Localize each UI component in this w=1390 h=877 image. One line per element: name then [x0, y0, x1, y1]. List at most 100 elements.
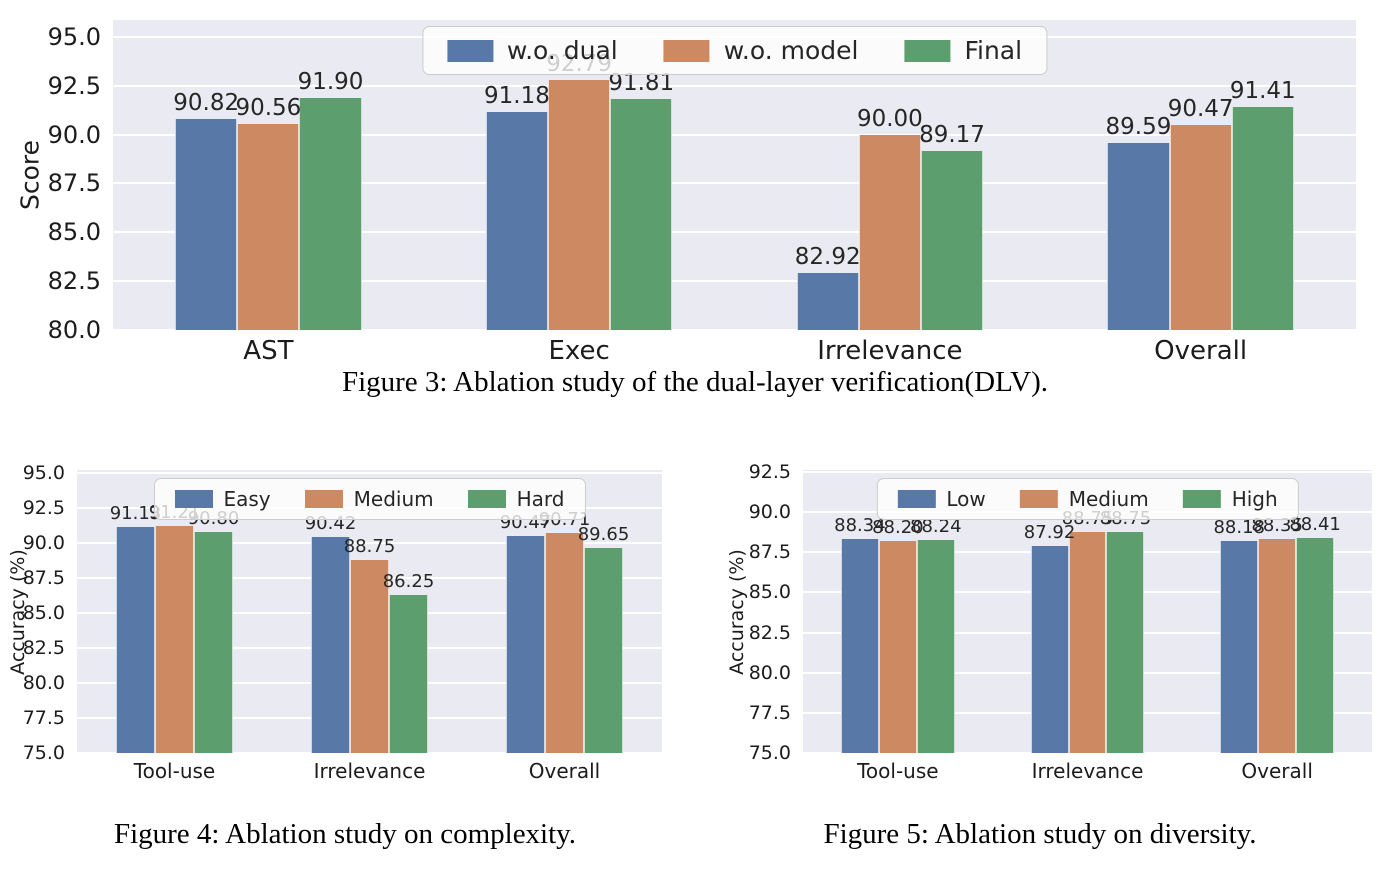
gridline — [113, 84, 1356, 87]
y-tick-label: 90.0 — [47, 120, 101, 149]
legend-item-medium: Medium — [304, 487, 434, 511]
legend-label: Easy — [223, 487, 271, 511]
legend-swatch-icon — [174, 490, 213, 508]
legend-label: Final — [964, 36, 1023, 65]
bar-easy-tool-use — [116, 527, 155, 753]
legend-item-w-o-dual: w.o. dual — [446, 36, 618, 65]
y-tick-label: 92.5 — [748, 461, 791, 484]
bar-value-label: 89.59 — [1105, 113, 1172, 140]
bar-final-overall — [1231, 107, 1294, 330]
bar-w-o-model-irrelevance — [858, 134, 921, 330]
bar-hard-overall — [584, 547, 623, 753]
legend: Low Medium High — [876, 478, 1299, 520]
y-axis-label: Accuracy (%) — [726, 548, 748, 675]
figure3-caption: Figure 3: Ablation study of the dual-lay… — [341, 366, 1049, 398]
legend-label: w.o. dual — [506, 36, 618, 65]
legend-swatch-icon — [304, 490, 343, 508]
gridline — [113, 133, 1356, 136]
bar-w-o-dual-overall — [1107, 142, 1170, 330]
gridline — [77, 471, 662, 474]
gridline — [113, 329, 1356, 331]
legend-item-w-o-model: w.o. model — [663, 36, 858, 65]
x-category-label: Irrelevance — [817, 336, 963, 366]
legend-label: Low — [946, 487, 986, 511]
x-category-label: Exec — [548, 336, 610, 366]
y-tick-label: 90.0 — [22, 531, 65, 554]
y-tick-label: 80.0 — [22, 671, 65, 694]
y-tick-label: 85.0 — [748, 581, 791, 604]
bar-high-irrelevance — [1106, 532, 1145, 753]
bar-low-tool-use — [840, 538, 879, 753]
y-axis-label: Score — [15, 139, 45, 211]
bar-value-label: 91.13 — [109, 503, 162, 525]
y-tick-label: 75.0 — [22, 742, 65, 764]
bar-value-label: 89.17 — [919, 121, 985, 148]
bar-medium-irrelevance — [350, 560, 389, 753]
bar-value-label: 90.82 — [173, 89, 240, 116]
legend-item-low: Low — [897, 487, 986, 511]
legend-item-easy: Easy — [174, 487, 271, 511]
bar-value-label: 88.24 — [910, 516, 962, 538]
figure4-chart: 75.0 77.5 80.0 82.5 85.0 87.5 90.0 92.5 95.0 Accu… — [0, 450, 690, 795]
gridline — [113, 231, 1356, 234]
bar-w-o-dual-exec — [485, 111, 549, 330]
x-category-label: Overall — [1241, 759, 1313, 783]
bar-medium-irrelevance — [1068, 532, 1107, 753]
x-category-label: Overall — [1154, 336, 1248, 366]
legend-swatch-icon — [467, 490, 506, 508]
bar-easy-irrelevance — [311, 536, 350, 753]
figure5-chart: 75.0 77.5 80.0 82.5 85.0 87.5 90.0 92.5 Accuracy… — [690, 450, 1390, 795]
y-tick-label: 92.5 — [47, 71, 101, 100]
bar-value-label: 90.47 — [1167, 96, 1234, 123]
legend-label: Medium — [353, 487, 434, 511]
y-tick-label: 92.5 — [22, 496, 65, 519]
bar-final-exec — [610, 99, 673, 330]
gridline — [113, 280, 1356, 283]
bar-w-o-model-exec — [548, 80, 611, 330]
legend: Easy Medium Hard — [153, 478, 586, 520]
legend-label: High — [1231, 487, 1278, 511]
bar-value-label: 88.75 — [343, 536, 396, 558]
y-tick-label: 80.0 — [47, 316, 101, 344]
bar-w-o-dual-irrelevance — [796, 272, 859, 330]
bar-hard-irrelevance — [389, 595, 428, 753]
y-tick-label: 90.0 — [748, 501, 791, 524]
bar-medium-overall — [1258, 538, 1297, 753]
y-tick-label: 85.0 — [22, 601, 65, 624]
y-tick-label: 82.5 — [47, 267, 101, 296]
bar-value-label: 89.65 — [577, 523, 630, 545]
y-tick-label: 87.5 — [47, 169, 101, 198]
gridline — [803, 752, 1372, 754]
bar-w-o-dual-ast — [175, 118, 238, 330]
figure4-plot-area: 75.0 77.5 80.0 82.5 85.0 87.5 90.0 92.5 95.0 Accu… — [7, 462, 662, 783]
bar-medium-tool-use — [155, 525, 194, 753]
x-category-label: Irrelevance — [313, 759, 426, 783]
bar-medium-overall — [545, 532, 584, 753]
x-category-label: Overall — [528, 759, 601, 783]
y-tick-label: 77.5 — [748, 701, 791, 724]
figure3-plot-area: 80.0 82.5 85.0 87.5 90.0 92.5 95.0 Score AST 90.8… — [16, 20, 1356, 366]
y-axis-label: Accuracy (%) — [7, 548, 29, 675]
bar-low-irrelevance — [1030, 545, 1069, 753]
bar-final-ast — [299, 97, 362, 330]
bar-value-label: 91.18 — [484, 82, 550, 109]
figure5-caption: Figure 5: Ablation study on diversity. — [823, 818, 1257, 850]
bar-value-label: 82.92 — [794, 243, 861, 270]
legend-swatch-icon — [1182, 490, 1221, 508]
bar-easy-overall — [506, 536, 545, 753]
y-tick-label: 80.0 — [748, 661, 791, 684]
y-tick-label: 95.0 — [22, 461, 65, 484]
y-tick-label: 85.0 — [47, 218, 101, 247]
gridline — [113, 182, 1356, 185]
bar-value-label: 88.34 — [834, 514, 886, 536]
bar-value-label: 88.20 — [872, 517, 924, 539]
y-tick-label: 87.5 — [748, 541, 791, 564]
gridline — [77, 752, 662, 754]
figure4-caption: Figure 4: Ablation study on complexity. — [113, 818, 577, 850]
y-tick-label: 82.5 — [748, 621, 791, 644]
bar-hard-tool-use — [194, 531, 233, 753]
y-tick-label: 77.5 — [22, 706, 65, 729]
bar-value-label: 91.90 — [297, 68, 364, 95]
legend-swatch-icon — [446, 39, 493, 62]
